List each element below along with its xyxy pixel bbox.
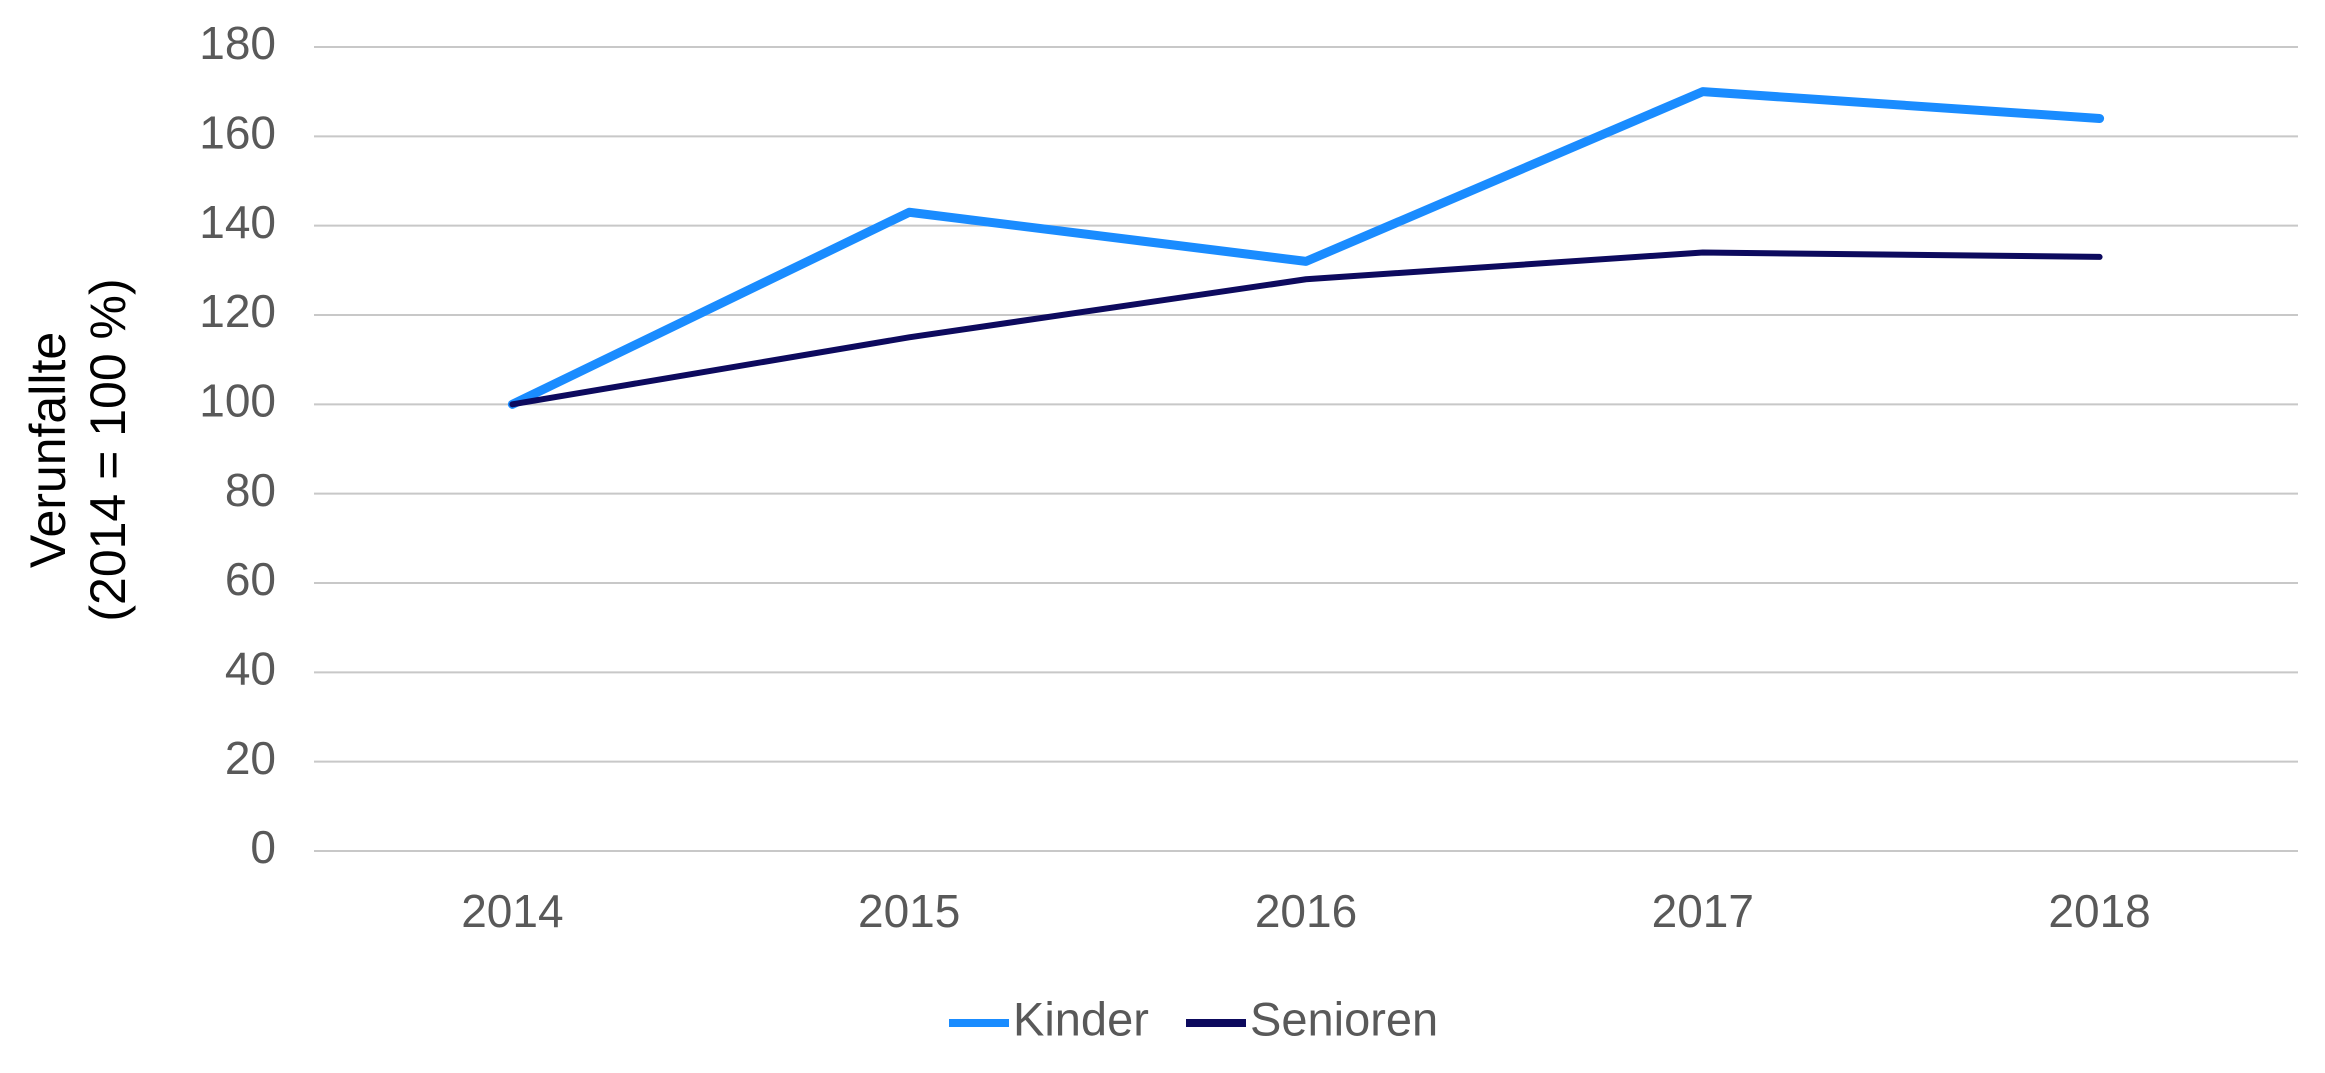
legend-label: Kinder (1013, 992, 1149, 1045)
y-axis-label: Verunfallte (2014 = 100 %) (20, 278, 136, 621)
y-axis-label-line: Verunfallte (20, 332, 76, 568)
x-tick-label: 2016 (1255, 885, 1357, 937)
x-tick-label: 2018 (2048, 885, 2150, 937)
y-tick-label: 20 (225, 732, 276, 784)
legend-label: Senioren (1250, 992, 1438, 1045)
x-tick-label: 2017 (1652, 885, 1754, 937)
y-tick-label: 0 (250, 821, 276, 873)
y-tick-label: 40 (225, 642, 276, 694)
series-line (507, 87, 2105, 409)
x-tick-label: 2014 (461, 885, 563, 937)
y-tick-label: 160 (199, 106, 276, 158)
y-tick-label: 180 (199, 17, 276, 69)
y-tick-label: 140 (199, 196, 276, 248)
y-tick-label: 60 (225, 553, 276, 605)
y-tick-label: 80 (225, 464, 276, 516)
y-axis-label-line: (2014 = 100 %) (80, 278, 136, 621)
y-tick-label: 100 (199, 374, 276, 426)
x-tick-label: 2015 (858, 885, 960, 937)
y-tick-label: 120 (199, 285, 276, 337)
series-line (509, 249, 2103, 408)
